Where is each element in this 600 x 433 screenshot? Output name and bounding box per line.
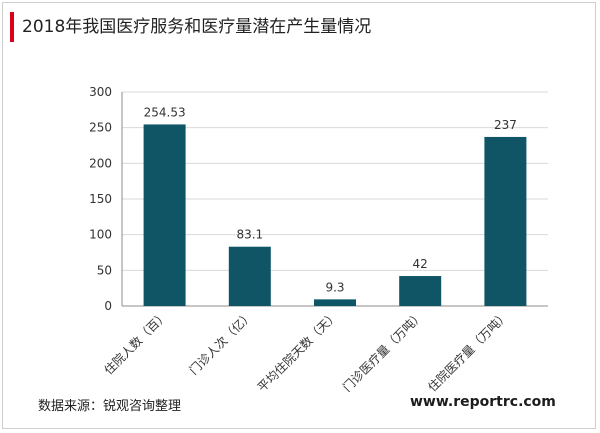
data-label: 254.53 [144,105,186,119]
x-category-label: 门诊医疗量（万吨） [339,308,426,395]
chart-title: 2018年我国医疗服务和医疗量潜在产生量情况 [22,17,372,37]
y-tick-label: 150 [89,192,112,206]
y-tick-label: 100 [89,228,112,242]
x-category-label: 平均住院天数（天） [254,308,341,395]
x-category-label: 住院医疗量（万吨） [425,308,511,394]
x-category-label: 门诊人次（亿） [186,308,256,378]
title-accent-bar [10,12,14,42]
y-tick-label: 0 [104,299,112,313]
data-source-note: 数据来源：锐观咨询整理 [38,399,182,414]
y-tick-label: 200 [89,156,112,170]
data-label: 83.1 [236,228,263,242]
data-label: 237 [494,118,517,132]
bar [399,276,442,306]
bar [228,246,271,306]
data-label: 42 [413,257,428,271]
y-tick-label: 50 [97,263,112,277]
data-label: 9.3 [325,280,344,294]
bar [314,299,356,306]
bar [143,124,186,306]
x-category-label: 住院人数（百） [101,308,171,378]
watermark-url: www.reportrc.com [410,394,556,410]
y-tick-label: 300 [89,85,112,99]
bar [484,136,527,306]
y-tick-label: 250 [89,121,112,135]
